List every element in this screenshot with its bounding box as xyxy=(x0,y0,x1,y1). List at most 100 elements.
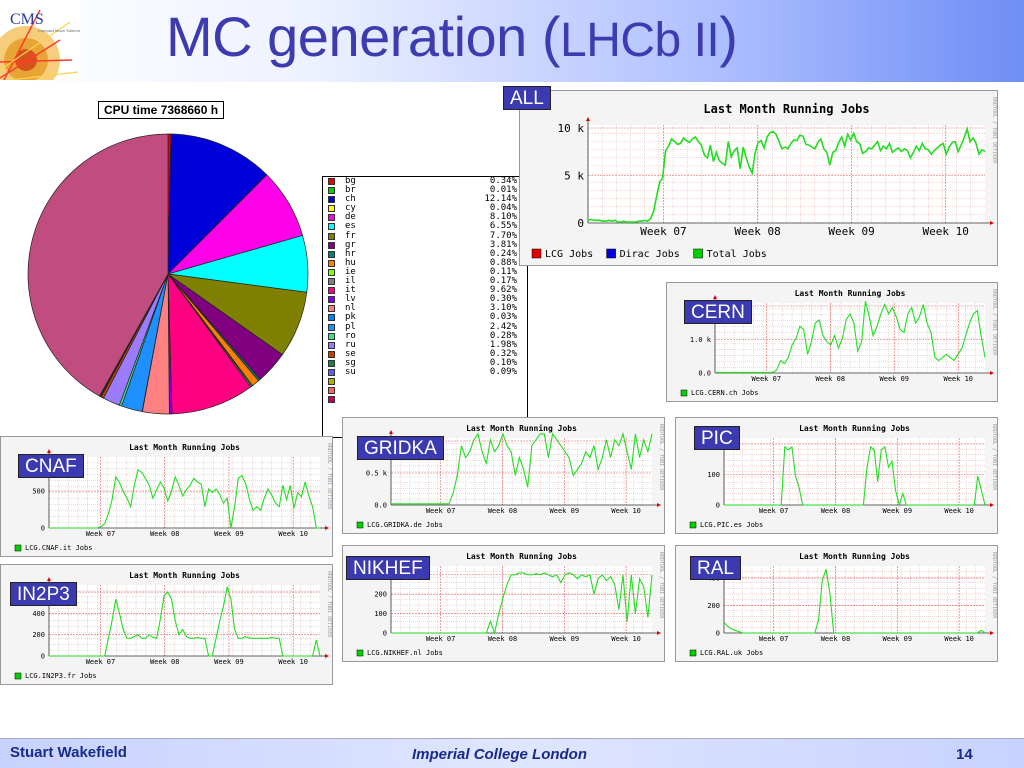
legend-pct: 0.01% xyxy=(489,185,517,196)
chart-legend-label: LCG.PIC.es Jobs xyxy=(700,521,763,529)
legend-swatch xyxy=(328,250,335,258)
legend-row: ch 12.14% xyxy=(323,195,527,204)
legend-swatch xyxy=(328,341,335,349)
page-title: MC generation (LHCb II) xyxy=(166,4,738,69)
legend-row: es 6.55% xyxy=(323,222,527,231)
pie-legend: bg 0.34% br 0.01% ch 12.14% cy 0.04% de 8.10% es 6.… xyxy=(322,176,528,438)
legend-pct: 0.11% xyxy=(489,266,517,277)
legend-swatch xyxy=(689,649,697,657)
legend-row: hr 0.24% xyxy=(323,248,527,259)
y-tick-label: 100 xyxy=(374,610,387,618)
tag-in2p3: IN2P3 xyxy=(10,582,77,606)
chart-cern: Last Month Running Jobs RRDTOOL / TOBI OE… xyxy=(666,282,998,402)
legend-code: lv xyxy=(345,294,356,305)
legend-swatch xyxy=(328,223,335,231)
series-line xyxy=(587,125,986,223)
legend-code: nl xyxy=(345,303,356,314)
legend-row: de 8.10% xyxy=(323,213,527,222)
y-tick-label: 200 xyxy=(707,602,720,610)
x-tick-label: Week 09 xyxy=(828,225,874,238)
x-tick-label: Week 07 xyxy=(86,530,116,538)
y-tick-label: 0.5 k xyxy=(366,469,388,477)
svg-text:Compact Muon Solenoid: Compact Muon Solenoid xyxy=(38,28,80,33)
legend-row xyxy=(323,377,527,386)
chart-gridka: Last Month Running Jobs RRDTOOL / TOBI OE… xyxy=(342,417,665,534)
footer-author: Stuart Wakefield xyxy=(10,744,127,761)
legend-row xyxy=(323,386,527,395)
x-tick-label: Week 10 xyxy=(278,658,308,666)
x-tick-label: Week 07 xyxy=(86,658,116,666)
tag-nikhef: NIKHEF xyxy=(346,556,430,580)
legend-pct: 0.32% xyxy=(489,348,517,359)
legend-row: nl 3.10% xyxy=(323,304,527,313)
legend-swatch xyxy=(328,241,335,249)
footer: Stuart Wakefield Imperial College London… xyxy=(0,738,1024,768)
chart-legend-label: Dirac Jobs xyxy=(620,249,680,260)
legend-swatch xyxy=(328,332,335,340)
chart-legend-label: LCG.NIKHEF.nl Jobs xyxy=(367,649,443,657)
legend-swatch xyxy=(14,544,22,552)
y-tick-label: 0 xyxy=(716,629,720,637)
y-tick-label: 0 xyxy=(577,217,584,230)
y-tick-label: 10 k xyxy=(558,122,585,135)
legend-code: ie xyxy=(345,266,356,277)
chart-side-label: RRDTOOL / TOBI OETIKER xyxy=(326,443,332,510)
legend-swatch xyxy=(328,396,335,404)
legend-code: ch xyxy=(345,194,356,205)
legend-code: hr xyxy=(345,248,356,259)
legend-pct: 1.98% xyxy=(489,339,517,350)
page-number: 14 xyxy=(956,746,973,763)
chart-title: Last Month Running Jobs xyxy=(129,442,240,452)
legend-code: bg xyxy=(345,176,356,186)
x-tick-label: Week 07 xyxy=(426,635,456,643)
cms-logo: CMS Compact Muon Solenoid xyxy=(0,0,80,80)
legend-pct: 8.10% xyxy=(489,212,517,223)
series-line xyxy=(391,431,653,505)
x-tick-label: Week 10 xyxy=(944,375,974,383)
x-tick-label: Week 07 xyxy=(752,375,782,383)
legend-swatch xyxy=(328,268,335,276)
chart-title: Last Month Running Jobs xyxy=(795,288,906,298)
legend-code: se xyxy=(345,348,356,359)
series-line xyxy=(723,569,986,634)
y-tick-label: 1.0 k xyxy=(690,336,712,344)
x-tick-label: Week 10 xyxy=(278,530,308,538)
legend-pct: 0.28% xyxy=(489,330,517,341)
chart-side-label: RRDTOOL / TOBI OETIKER xyxy=(991,289,997,356)
chart-side-label: RRDTOOL / TOBI OETIKER xyxy=(658,424,664,491)
chart-side-label: RRDTOOL / TOBI OETIKER xyxy=(991,97,997,164)
legend-swatch xyxy=(328,323,335,331)
chart-legend-label: LCG.GRIDKA.de Jobs xyxy=(367,521,443,529)
legend-code: pk xyxy=(345,312,356,323)
legend-pct: 0.34% xyxy=(489,176,517,186)
legend-row: pl 2.42% xyxy=(323,322,527,332)
legend-pct: 0.88% xyxy=(489,257,517,268)
chart-svg: Last Month Running Jobs RRDTOOL / TOBI OE… xyxy=(343,546,664,661)
legend-swatch xyxy=(328,378,335,386)
legend-row: se 0.32% xyxy=(323,348,527,359)
chart-svg: Last Month Running Jobs RRDTOOL / TOBI OE… xyxy=(343,418,664,533)
legend-code: de xyxy=(345,212,356,223)
legend-pct: 3.10% xyxy=(489,303,517,314)
legend-row: il 0.17% xyxy=(323,276,527,286)
pie-slice-it xyxy=(167,272,252,415)
legend-row: br 0.01% xyxy=(323,185,527,196)
legend-swatch xyxy=(531,248,542,259)
cpu-time-label: CPU time 7368660 h xyxy=(98,101,225,119)
chart-legend-label: LCG.CNAF.it Jobs xyxy=(25,544,92,552)
y-tick-label: 0 xyxy=(41,652,45,660)
series-line xyxy=(49,586,321,657)
legend-pct: 0.04% xyxy=(489,203,517,214)
legend-swatch xyxy=(606,248,616,259)
y-tick-label: 0 xyxy=(716,501,720,509)
series-line xyxy=(391,572,653,636)
legend-swatch xyxy=(328,196,335,204)
x-tick-label: Week 10 xyxy=(944,635,974,643)
legend-swatch xyxy=(328,205,335,213)
chart-legend-label: LCG.RAL.uk Jobs xyxy=(700,649,763,657)
legend-code: ro xyxy=(345,330,356,341)
x-tick-label: Week 09 xyxy=(550,507,580,515)
x-tick-label: Week 09 xyxy=(214,658,244,666)
footer-institution: Imperial College London xyxy=(412,746,588,763)
tag-cnaf: CNAF xyxy=(18,454,84,478)
